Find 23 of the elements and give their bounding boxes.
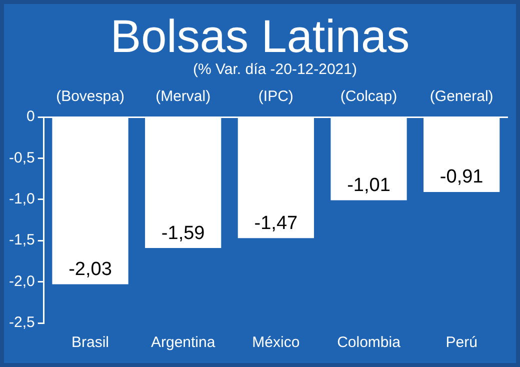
data-label: -2,03	[68, 259, 112, 280]
x-tick-label: Colombia	[337, 334, 402, 352]
y-tick-label: -1,5	[8, 232, 35, 249]
y-tick-label: 0	[26, 108, 35, 126]
text: (General)	[430, 88, 494, 105]
text: (Colcap)	[340, 88, 398, 105]
chart-title: Bolsas Latinas	[110, 10, 410, 62]
x-tick-label: Brasil	[72, 334, 110, 352]
y-tick-label: -0,5	[8, 149, 35, 166]
x-tick-label: Argentina	[150, 334, 216, 352]
chart-subtitle: (% Var. día -20-12-2021)	[193, 61, 357, 78]
data-label: -1,59	[161, 222, 205, 244]
y-tick-label: -2,0	[8, 272, 35, 290]
text: (IPC)	[258, 88, 294, 105]
x-tick-label: México	[252, 334, 300, 352]
data-label: -1,47	[254, 212, 298, 234]
x-tick-label: Perú	[446, 334, 478, 352]
text: (Merval)	[156, 88, 211, 105]
y-tick-label: -1,0	[8, 190, 35, 208]
data-label: -0,91	[440, 166, 484, 188]
y-tick-label: -2,5	[8, 314, 35, 332]
text: (Bovespa)	[56, 88, 124, 105]
data-label: -1,01	[347, 174, 390, 196]
